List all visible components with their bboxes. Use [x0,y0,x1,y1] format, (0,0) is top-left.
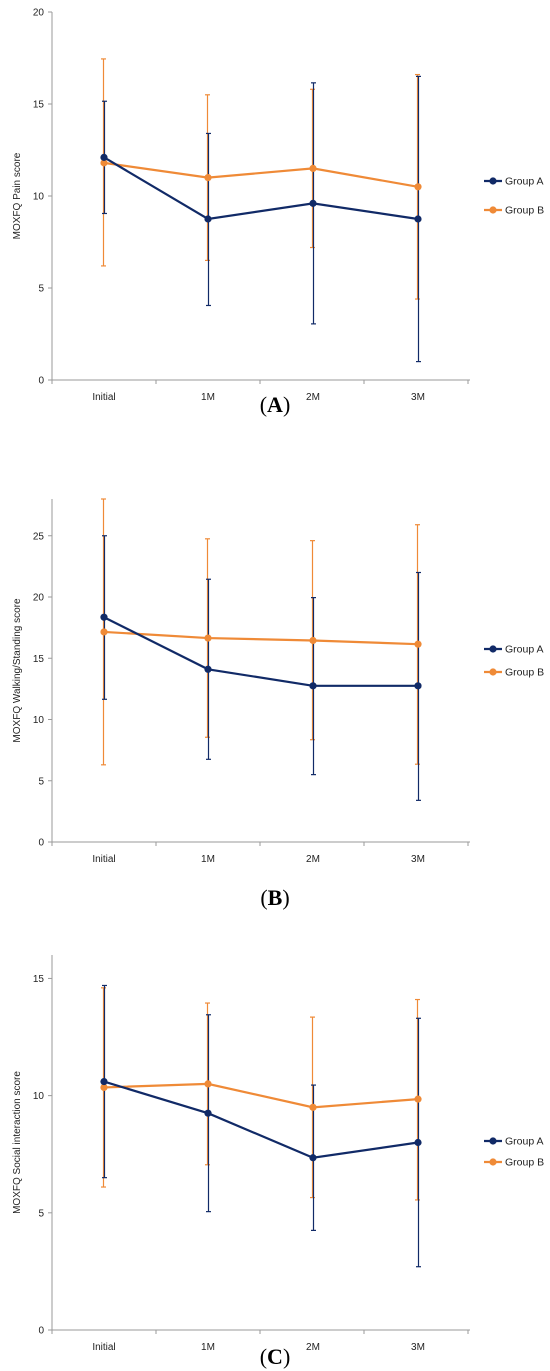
legend-marker [489,206,497,214]
series-line-group-b [103,630,419,646]
series-line-group-a [103,156,419,221]
data-point [204,174,212,182]
legend-marker [489,1158,497,1166]
legend-label: Group B [505,667,544,679]
data-point [414,1095,422,1103]
caption-a: (A) [260,392,291,417]
x-tick-label: 3M [411,1342,425,1353]
x-tick-label: 1M [201,1342,215,1353]
data-point [309,1103,317,1111]
legend-label: Group A [505,176,544,188]
series-line-group-a [103,616,418,687]
data-point [414,640,422,648]
y-tick-label: 0 [38,838,44,849]
data-point [204,1080,212,1088]
y-tick-label: 5 [38,1208,44,1219]
y-tick-label: 5 [38,776,44,787]
x-tick-label: 1M [201,854,215,865]
y-tick-label: 20 [33,593,45,604]
legend-marker [489,668,497,676]
y-tick-label: 25 [33,531,45,542]
y-axis-label: MOXFQ Social interaction score [12,1071,23,1214]
data-point [204,1109,212,1117]
series-line-group-a [103,1080,419,1159]
data-point [100,1077,108,1086]
y-axis-label: MOXFQ Pain score [12,152,23,239]
y-tick-label: 15 [33,100,45,111]
data-point [100,613,108,621]
y-tick-label: 0 [38,376,44,387]
x-tick-label: Initial [92,392,115,403]
y-tick-label: 15 [33,654,45,665]
x-tick-label: 2M [306,854,320,865]
x-tick-label: 2M [306,1342,320,1353]
data-point [100,628,108,636]
data-point [309,199,317,207]
data-point [309,636,317,645]
data-point [204,665,212,673]
data-point [414,1138,422,1147]
x-tick-label: Initial [92,854,115,865]
legend-marker [489,1137,497,1145]
caption-c: (C) [260,1344,291,1369]
legend-label: Group B [505,1157,544,1169]
y-tick-label: 20 [33,8,45,19]
legend-marker [489,645,497,653]
caption-b: (B) [260,885,289,910]
data-point [414,215,422,223]
series-line-group-b [103,1082,419,1109]
y-tick-label: 0 [38,1326,44,1337]
panel-c-chart: 0 5 10 15 Initial 1M 2M 3M MOXFQ Social interact… [12,955,544,1353]
panel-b-chart: 0 5 10 15 20 25 Initial 1M 2M 3M MOXFQ Walking/Sta… [12,498,544,865]
y-tick-label: 10 [33,1091,45,1102]
data-point [100,1083,108,1092]
x-tick-label: 3M [411,854,425,865]
y-tick-label: 5 [38,284,44,295]
data-point [100,153,108,161]
panel-a-chart: 0 5 10 15 20 Initial 1M 2M 3M MOXFQ Pain score Gro… [12,8,544,404]
y-tick-label: 15 [33,974,45,985]
legend-marker [489,177,497,185]
data-point [309,1154,317,1162]
y-tick-label: 10 [33,715,45,726]
data-point [309,682,317,690]
data-point [204,215,212,223]
x-tick-label: 1M [201,392,215,403]
data-point [414,682,422,690]
x-tick-label: 3M [411,392,425,403]
legend-label: Group A [505,1136,544,1148]
data-point [204,634,212,642]
y-tick-label: 10 [33,192,45,203]
legend-label: Group B [505,205,544,217]
data-point [414,183,422,191]
series-line-group-b [103,161,419,188]
legend-label: Group A [505,644,544,656]
x-tick-label: 2M [306,392,320,403]
data-point [309,164,317,172]
data-point [100,159,108,167]
y-axis-label: MOXFQ Walking/Standing score [12,598,23,743]
x-tick-label: Initial [92,1342,115,1353]
